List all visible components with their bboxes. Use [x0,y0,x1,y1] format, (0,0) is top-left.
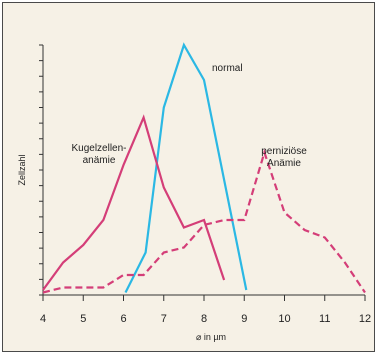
x-tick-label: 9 [241,313,247,325]
x-tick-label: 4 [40,313,46,325]
series-annotation-label: normal [212,63,243,74]
series-line-0 [124,42,248,293]
annotation-line: normal [212,63,243,74]
x-tick-label: 11 [319,313,330,325]
series-layer [42,42,366,294]
series-annotation-label: Kugelzellen-anämie [71,143,126,166]
annotation-line: Kugelzellen- [71,143,126,154]
x-tick-label: 5 [80,313,86,325]
x-tick-label: 12 [359,313,371,325]
x-tick-label: 8 [201,313,207,325]
x-tick-label: 10 [278,313,290,325]
y-axis-label: Zellzahl [17,154,27,185]
chart-frame: 4 5 6 7 8 9 10 11 12 ⌀ in µm Zellzahl normal Kugelz… [2,2,375,352]
line-chart: 4 5 6 7 8 9 10 11 12 ⌀ in µm Zellzahl normal Kugelz… [17,42,371,342]
x-axis-label: ⌀ in µm [196,332,226,342]
annotation-line: Anämie [267,158,301,169]
series-annotation-label: perniziöse Anämie [261,146,307,169]
chart-axes: 4 5 6 7 8 9 10 11 12 ⌀ in µm Zellzahl [17,44,371,342]
annotation-line: perniziöse [261,146,307,157]
annotation-line: anämie [83,155,116,166]
labels-layer: normal Kugelzellen-anämie perniziöse Anämie [71,63,307,169]
x-tick-label: 7 [161,313,167,325]
series-line-1 [42,114,226,291]
x-tick-label: 6 [120,313,126,325]
